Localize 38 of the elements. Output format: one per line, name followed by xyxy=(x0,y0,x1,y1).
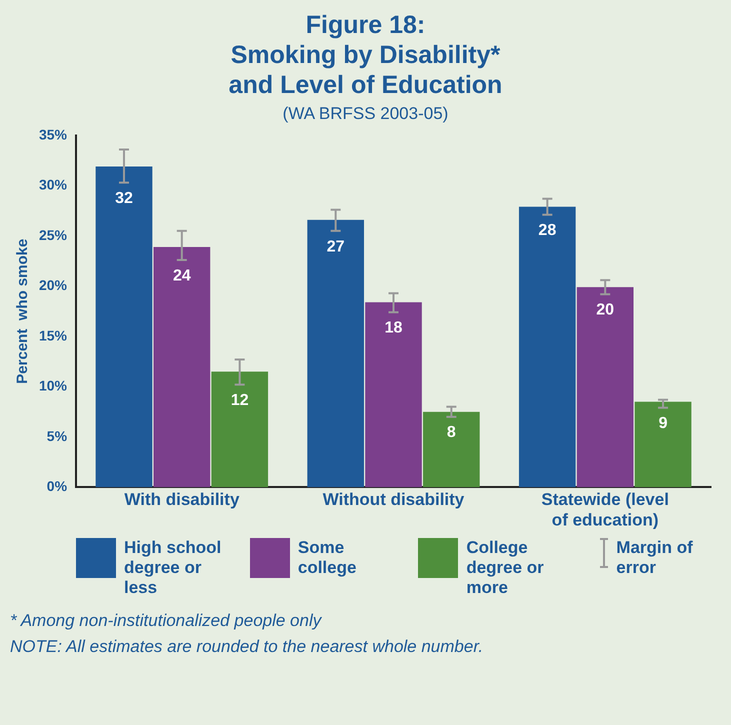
bar xyxy=(307,220,364,488)
bar xyxy=(423,412,480,488)
chart-subtitle: (WA BRFSS 2003-05) xyxy=(282,104,450,124)
data-label: 24 xyxy=(172,267,191,284)
data-label: 18 xyxy=(384,320,403,337)
y-tick-label: 0% xyxy=(46,478,68,494)
bar xyxy=(518,206,576,488)
y-tick-label: 15% xyxy=(38,327,68,344)
data-label: 28 xyxy=(538,222,556,240)
bar xyxy=(634,402,692,488)
y-tick-label: 25% xyxy=(38,226,68,243)
y-tick-label: 30% xyxy=(38,176,68,193)
chart-title: Figure 18: Smoking by Disability* and Level of Education xyxy=(228,10,504,100)
y-tick-label: 35% xyxy=(38,126,68,142)
data-label: 12 xyxy=(230,392,249,410)
legend-label: Some college xyxy=(298,538,358,578)
text: * Among non-institutionalized people only xyxy=(10,610,323,632)
x-tick-label: Without disability xyxy=(322,490,465,510)
y-tick-label: 5% xyxy=(46,428,68,444)
y-axis-title: Percent who smoke xyxy=(14,238,32,384)
data-label: 9 xyxy=(658,415,668,432)
bar xyxy=(576,287,634,488)
y-tick-label: 20% xyxy=(38,277,68,294)
x-tick-label: With disability xyxy=(124,490,240,510)
bar xyxy=(96,166,152,488)
text: Margin of error xyxy=(616,538,694,578)
data-label: 8 xyxy=(446,424,456,442)
y-tick-label: 10% xyxy=(38,378,68,394)
legend-label: College degree or more xyxy=(466,538,545,598)
legend-label: High school degree or less xyxy=(124,538,222,598)
bar xyxy=(365,302,422,488)
data-label: 20 xyxy=(596,302,614,319)
bar xyxy=(211,372,268,488)
text: NOTE: All estimates are rounded to the nearest whole number. xyxy=(10,636,484,658)
x-tick-label: Statewide (level of education) xyxy=(541,490,669,530)
bar xyxy=(154,246,210,488)
data-label: 32 xyxy=(115,190,133,208)
data-label: 27 xyxy=(326,238,345,256)
